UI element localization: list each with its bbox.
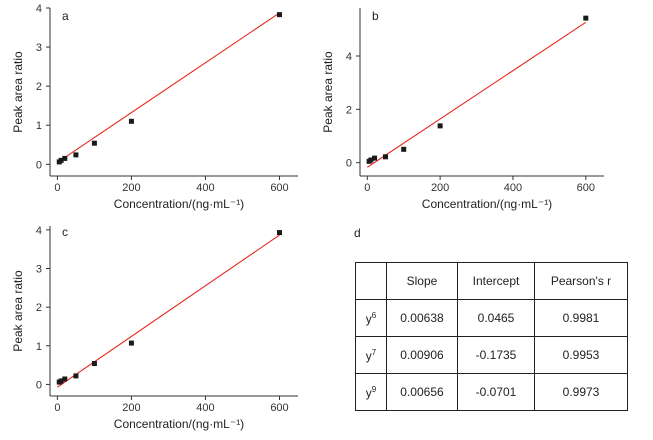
table-header-cell: Slope [386,262,458,300]
x-tick-label: 0 [54,182,60,194]
y-axis-label: Peak area ratio [11,270,25,352]
row-label: y [365,311,372,326]
row-label-cell: y6 [355,299,387,337]
x-axis-label: Concentration/(ng·mL⁻¹) [114,197,244,211]
chart-panel-b: 0 200 400 600 0 2 4 Concentration/(ng·mL⁻¹) Peak… [321,8,604,211]
y-tick-label: 0 [346,158,352,170]
x-tick-label: 200 [122,182,140,194]
x-axis-label: Concentration/(ng·mL⁻¹) [114,417,244,431]
y-tick-label: 2 [346,104,352,116]
table-header-cell: Pearson's r [534,262,628,300]
x-tick-label: 200 [122,402,140,414]
table-header-cell: Intercept [457,262,535,300]
x-tick-label: 400 [196,402,214,414]
data-point [372,155,378,161]
x-tick-label: 400 [196,182,214,194]
data-point [437,123,443,129]
panel-label-b: b [372,9,379,23]
data-point [91,361,97,367]
data-point [382,154,388,160]
fit-line [366,21,587,168]
row-label-cell: y7 [355,336,387,374]
table-header-row: Slope Intercept Pearson's r [355,262,628,300]
slope-cell: 0.00656 [386,373,458,411]
y-axis-label: Peak area ratio [11,51,25,133]
data-point [91,140,97,146]
slope-cell: 0.00906 [386,336,458,374]
data-point [62,155,68,161]
x-axis-label: Concentration/(ng·mL⁻¹) [422,197,552,211]
pearson-cell: 0.9973 [534,373,628,411]
y-tick-label: 4 [36,3,42,15]
row-label: y [365,385,372,400]
fit-line [57,12,280,163]
table-row: y7 0.00906 -0.1735 0.9953 [355,336,628,374]
data-point [368,157,374,163]
x-tick-label: 0 [54,402,60,414]
row-label-sup: 7 [371,347,377,357]
pearson-cell: 0.9981 [534,299,628,337]
x-tick-label: 600 [270,402,288,414]
y-tick-label: 1 [36,341,42,353]
table-header-cell [355,262,387,300]
intercept-cell: -0.0701 [457,373,535,411]
y-tick-label: 0 [36,159,42,171]
y-tick-label: 2 [36,302,42,314]
y-tick-label: 2 [36,81,42,93]
pearson-cell: 0.9953 [534,336,628,374]
data-point [583,15,589,21]
y-tick-label: 4 [36,225,42,237]
x-tick-label: 200 [431,182,449,194]
x-tick-label: 0 [364,182,370,194]
data-point [62,376,68,382]
slope-cell: 0.00638 [386,299,458,337]
data-point [58,378,64,384]
x-tick-label: 600 [270,182,288,194]
y-tick-label: 0 [36,379,42,391]
data-point [276,12,282,18]
regression-table: Slope Intercept Pearson's r y6 0.00638 0… [355,262,628,411]
data-point [73,373,79,379]
data-point [58,157,64,163]
intercept-cell: 0.0465 [457,299,535,337]
intercept-cell: -0.1735 [457,336,535,374]
x-tick-label: 600 [577,182,595,194]
row-label-sup: 9 [371,384,377,394]
y-tick-label: 3 [36,42,42,54]
row-label: y [365,348,372,363]
data-point [128,118,134,124]
y-axis-label: Peak area ratio [321,51,335,133]
y-tick-label: 3 [36,264,42,276]
data-point [401,146,407,152]
chart-panel-a: 0 200 400 600 0 1 2 3 4 Concentration/(ng·mL⁻¹) Pe… [11,3,298,211]
panel-label-c: c [62,225,68,239]
y-tick-label: 1 [36,120,42,132]
fit-line [57,234,280,388]
data-point [276,230,282,236]
row-label-sup: 6 [371,310,377,320]
data-point [73,152,79,158]
chart-panel-c: 0 200 400 600 0 1 2 3 4 Concentration/(ng·mL⁻¹) Pe… [11,225,298,431]
table-row: y6 0.00638 0.0465 0.9981 [355,299,628,337]
panel-label-a: a [62,9,69,23]
x-tick-label: 400 [504,182,522,194]
data-point [128,340,134,346]
y-tick-label: 4 [346,51,352,63]
table-row: y9 0.00656 -0.0701 0.9973 [355,373,628,411]
row-label-cell: y9 [355,373,387,411]
panel-label-d: d [354,226,361,240]
